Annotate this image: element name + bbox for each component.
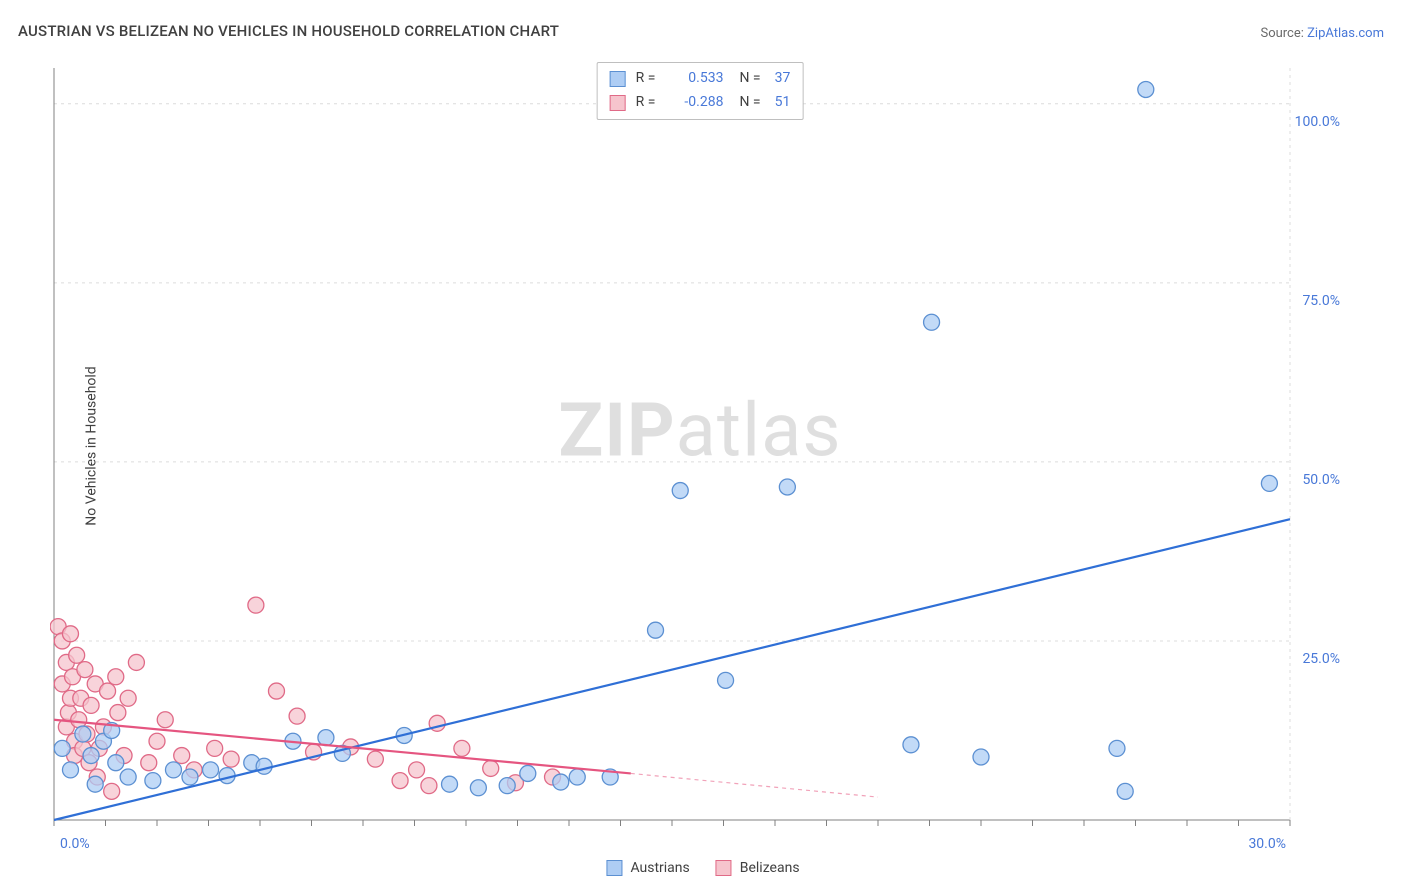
swatch-belizeans — [716, 860, 732, 876]
swatch-belizeans — [610, 95, 626, 111]
n-value-belizeans: 51 — [775, 91, 791, 115]
n-label: N = — [739, 67, 760, 91]
n-value-austrians: 37 — [775, 67, 791, 91]
r-value-austrians: 0.533 — [665, 67, 723, 91]
swatch-austrians — [606, 860, 622, 876]
r-value-belizeans: -0.288 — [665, 91, 723, 115]
chart-title: AUSTRIAN VS BELIZEAN NO VEHICLES IN HOUS… — [18, 22, 559, 40]
source-link[interactable]: ZipAtlas.com — [1307, 26, 1384, 41]
y-tick-label: 25.0% — [1302, 651, 1340, 667]
source-attribution: Source: ZipAtlas.com — [1260, 26, 1384, 41]
r-label: R = — [636, 91, 656, 115]
correlation-legend-row-austrians: R = 0.533 N = 37 — [610, 67, 791, 91]
swatch-austrians — [610, 71, 626, 87]
correlation-legend: R = 0.533 N = 37 R = -0.288 N = 51 — [597, 62, 804, 120]
legend-item-austrians: Austrians — [606, 860, 689, 876]
chart-container: AUSTRIAN VS BELIZEAN NO VEHICLES IN HOUS… — [0, 0, 1406, 892]
r-label: R = — [636, 67, 656, 91]
plot-area: ZIPatlas R = 0.533 N = 37 R = -0.288 N =… — [50, 62, 1350, 848]
series-legend: Austrians Belizeans — [606, 860, 799, 876]
y-tick-label: 50.0% — [1302, 472, 1340, 488]
n-label: N = — [739, 91, 760, 115]
legend-label-belizeans: Belizeans — [740, 860, 800, 876]
x-tick-label: 0.0% — [60, 836, 90, 852]
scatter-plot — [50, 62, 1350, 848]
correlation-legend-row-belizeans: R = -0.288 N = 51 — [610, 91, 791, 115]
legend-item-belizeans: Belizeans — [716, 860, 800, 876]
source-label: Source: — [1260, 26, 1307, 41]
y-tick-label: 100.0% — [1295, 114, 1340, 130]
y-tick-label: 75.0% — [1302, 293, 1340, 309]
x-tick-label: 30.0% — [1248, 836, 1286, 852]
legend-label-austrians: Austrians — [630, 860, 689, 876]
